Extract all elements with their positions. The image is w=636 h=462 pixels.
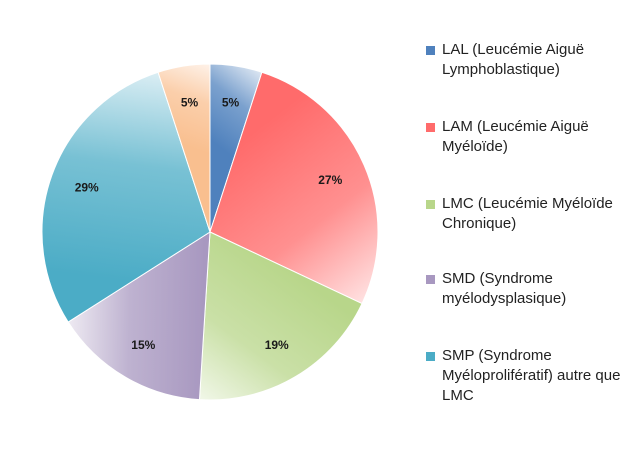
data-label-smd: 15% — [131, 338, 155, 352]
data-label-smp: 29% — [75, 181, 99, 195]
legend-swatch-smd — [426, 275, 435, 284]
legend-item-lmc: LMC (Leucémie Myéloïde Chronique) — [424, 194, 629, 269]
legend-label-lam: LAM (Leucémie Aiguë Myéloïde) — [442, 118, 589, 155]
data-label-unlabeled-5: 5% — [181, 96, 199, 110]
data-label-lam: 27% — [318, 173, 342, 187]
data-label-lmc: 19% — [265, 338, 289, 352]
legend-label-smd: SMD (Syndrome myélodysplasique) — [442, 270, 567, 307]
slice-layer — [41, 63, 379, 401]
legend-label-lmc: LMC (Leucémie Myéloïde Chronique) — [442, 195, 613, 232]
legend-label-lal: LAL (Leucémie Aiguë Lymphoblastique) — [442, 41, 585, 78]
legend-swatch-lmc — [426, 200, 435, 209]
legend-swatch-lam — [426, 123, 435, 132]
pie-slice-unlabeled-5 — [157, 63, 211, 233]
legend-swatch-lal — [426, 46, 435, 55]
pie-slice-lmc — [198, 231, 363, 401]
legend-item-smd: SMD (Syndrome myélodysplasique) — [424, 269, 629, 346]
pie-slice-smp — [41, 71, 211, 323]
legend-item-lam: LAM (Leucémie Aiguë Myéloïde) — [424, 117, 629, 194]
legend-swatch-smp — [426, 352, 435, 361]
legend-label-smp: SMP (Syndrome Myéloprolifératif) autre q… — [442, 347, 621, 404]
data-label-lal: 5% — [222, 96, 240, 110]
pie-slice-lam — [209, 71, 379, 305]
pie-slice-smd — [67, 231, 211, 401]
legend-item-lal: LAL (Leucémie Aiguë Lymphoblastique) — [424, 40, 629, 117]
legend: LAL (Leucémie Aiguë Lymphoblastique) LAM… — [424, 40, 629, 416]
legend-item-smp: SMP (Syndrome Myéloprolifératif) autre q… — [424, 346, 629, 416]
data-label-layer: 5% 27% 19% 15% 29% 5% — [75, 96, 343, 352]
